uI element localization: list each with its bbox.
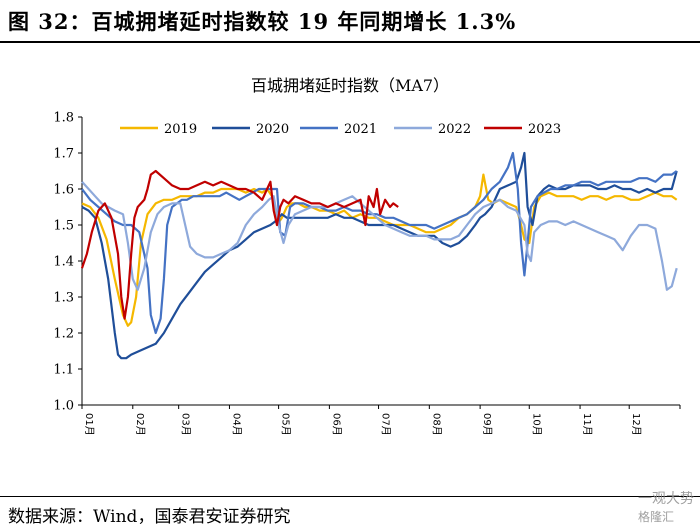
chart-svg: 百城拥堵延时指数（MA7） 2019 2020 2021 2022 2023 1.81.… — [53, 76, 681, 436]
series-line-2022 — [81, 181, 678, 291]
chart-series-group — [80, 151, 678, 360]
source-note: 数据来源：Wind，国泰君安证券研究 — [8, 507, 291, 527]
x-tick-label: 11月 — [581, 413, 593, 436]
x-tick-label: 09月 — [481, 413, 493, 436]
legend-label-2019: 2019 — [164, 122, 197, 137]
y-tick-label: 1.1 — [53, 363, 74, 378]
y-tick-label: 1.5 — [53, 219, 74, 234]
legend-label-2022: 2022 — [438, 122, 471, 137]
bottom-rule — [0, 496, 700, 497]
x-tick-label: 05月 — [280, 413, 292, 436]
chart-axes: 1.8 1.7 1.6 1.5 1.4 1.3 1.2 1.1 1.0 01月 02月 03月 04月 0… — [53, 111, 681, 436]
x-tick-label: 12月 — [630, 413, 642, 436]
y-tick-label: 1.3 — [53, 291, 74, 306]
legend-label-2021: 2021 — [344, 122, 377, 137]
series-line-2021 — [81, 151, 678, 335]
x-tick-label: 06月 — [330, 413, 342, 436]
x-tick-label: 08月 — [430, 413, 442, 436]
watermark-line-2: 格隆汇 — [638, 510, 675, 524]
y-tick-label: 1.7 — [53, 147, 74, 162]
x-tick-label: 07月 — [380, 413, 392, 436]
watermark: 一观大势 格隆汇 — [638, 488, 694, 525]
chart-legend: 2019 2020 2021 2022 2023 — [120, 122, 561, 137]
chart-title: 百城拥堵延时指数（MA7） — [251, 76, 449, 95]
watermark-line-1: 一观大势 — [638, 491, 694, 507]
figure-title: 图 32：百城拥堵延时指数较 19 年同期增长 1.3% — [8, 9, 517, 34]
y-tick-label: 1.8 — [53, 111, 74, 126]
x-tick-label: 03月 — [180, 413, 192, 436]
legend-label-2023: 2023 — [528, 122, 561, 137]
series-line-2023 — [80, 169, 399, 320]
legend-label-2020: 2020 — [256, 122, 289, 137]
y-tick-label: 1.0 — [53, 399, 74, 414]
series-line-2019 — [81, 173, 678, 327]
y-tick-label: 1.6 — [53, 183, 74, 198]
y-tick-label: 1.4 — [53, 255, 74, 270]
y-tick-label: 1.2 — [53, 327, 74, 342]
top-rule — [0, 41, 700, 43]
x-tick-label: 10月 — [530, 413, 542, 436]
x-tick-label: 02月 — [134, 413, 146, 436]
x-tick-label: 04月 — [230, 413, 242, 436]
series-line-2020 — [81, 151, 678, 360]
x-tick-label: 01月 — [83, 413, 95, 436]
